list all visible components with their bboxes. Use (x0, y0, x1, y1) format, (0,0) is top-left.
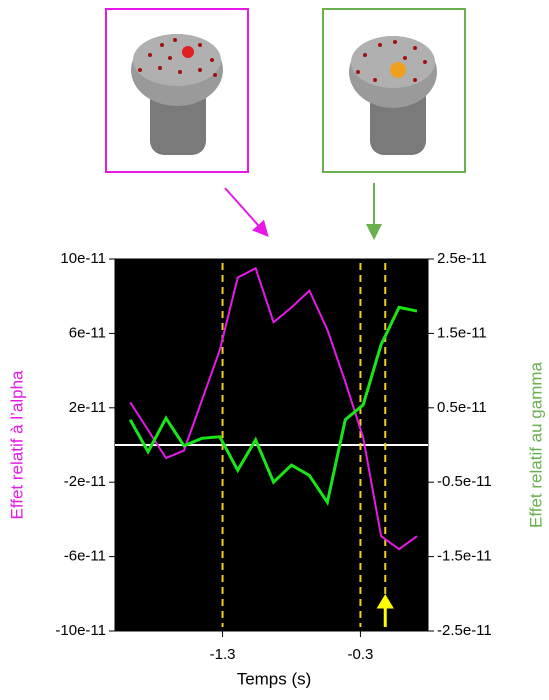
y-tick-label: -2e-11 (64, 473, 106, 490)
y-tick-label: 2e-11 (69, 399, 106, 416)
y-tick-label: 10e-11 (60, 250, 106, 267)
x-tick-label: -0.3 (348, 646, 374, 663)
series-line (129, 266, 418, 551)
y2-tick-label: -2.5e-11 (437, 622, 492, 639)
y2-axis-label: Effet relatif au gamma (526, 361, 545, 528)
y-tick-label: 6e-11 (69, 324, 106, 341)
y2-tick-label: -1.5e-11 (437, 548, 492, 565)
x-tick-label: -1.3 (210, 646, 236, 663)
y2-tick-label: 1.5e-11 (437, 324, 487, 341)
gamma-head (349, 36, 437, 155)
y-axis-label: Effet relatif à l’alpha (7, 370, 26, 520)
y-tick-label: -6e-11 (64, 548, 106, 565)
alpha-head (131, 34, 223, 155)
event-arrow (376, 594, 394, 627)
series-line (128, 305, 418, 507)
alpha-arrow (224, 187, 269, 237)
y2-tick-label: 2.5e-11 (437, 250, 487, 267)
y2-tick-label: -0.5e-11 (437, 473, 492, 490)
x-axis-label: Temps (s) (237, 669, 312, 688)
y2-tick-label: 0.5e-11 (437, 399, 487, 416)
y-tick-label: -10e-11 (55, 622, 106, 639)
